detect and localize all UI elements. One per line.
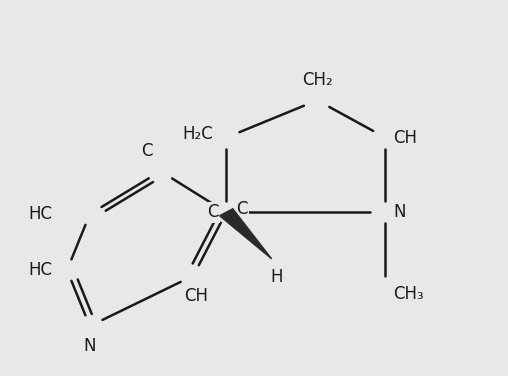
Text: N: N: [83, 337, 96, 355]
Text: H₂C: H₂C: [183, 125, 213, 143]
Text: C: C: [207, 203, 218, 221]
Text: CH₃: CH₃: [393, 285, 424, 303]
Text: N: N: [393, 203, 405, 221]
Text: HC: HC: [28, 205, 52, 223]
Text: C: C: [236, 200, 248, 218]
Text: CH₂: CH₂: [302, 71, 333, 89]
Text: C: C: [141, 142, 153, 160]
Text: CH: CH: [393, 129, 417, 147]
Text: HC: HC: [28, 261, 52, 279]
Polygon shape: [219, 209, 272, 259]
Text: CH: CH: [184, 287, 208, 305]
Text: H: H: [270, 268, 283, 286]
